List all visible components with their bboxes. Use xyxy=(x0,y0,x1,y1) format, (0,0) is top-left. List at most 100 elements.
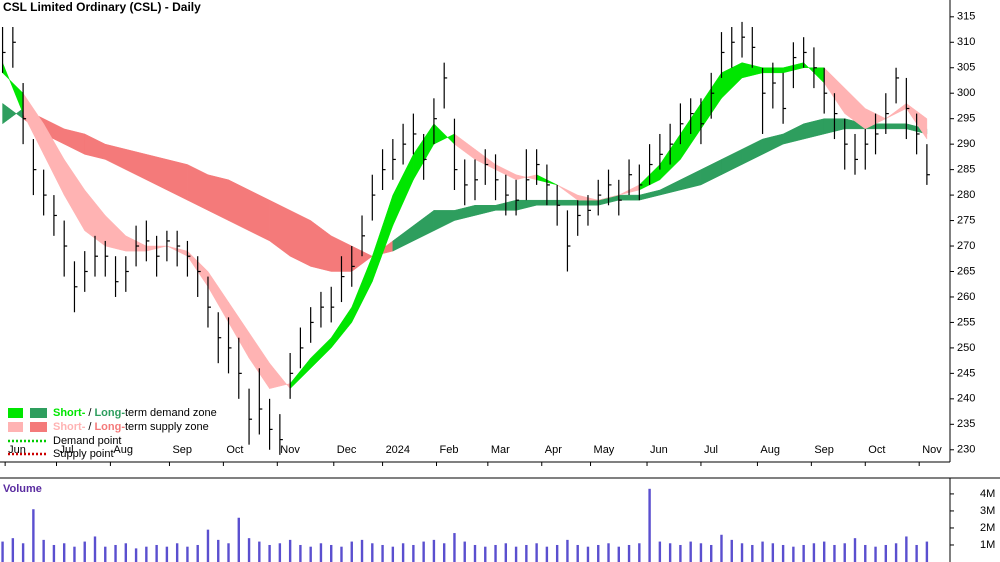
demand-zone xyxy=(310,337,332,369)
x-tick-label: Oct xyxy=(226,444,243,456)
x-tick-label: Mar xyxy=(491,444,510,456)
volume-bar xyxy=(268,544,271,562)
volume-bar xyxy=(21,543,25,562)
demand-zone xyxy=(454,204,476,221)
x-tick-label: Oct xyxy=(868,444,885,456)
volume-bar xyxy=(514,546,518,562)
legend-swatch xyxy=(30,408,47,418)
volume-bar xyxy=(227,543,230,562)
supply-zone xyxy=(248,189,270,242)
volume-bar xyxy=(83,541,86,562)
supply-zone xyxy=(207,174,229,221)
volume-bar xyxy=(165,546,169,562)
supply-zone xyxy=(84,133,106,160)
legend-long: Long- xyxy=(94,407,125,419)
volume-bar xyxy=(258,541,261,562)
volume-bar xyxy=(247,538,251,562)
x-tick-label: Nov xyxy=(280,444,300,456)
volume-bar xyxy=(638,543,641,562)
volume-bar xyxy=(658,541,662,562)
demand-zone xyxy=(515,199,537,211)
demand-zone xyxy=(618,194,640,201)
volume-bar xyxy=(812,543,816,562)
volume-bar xyxy=(62,543,66,562)
volume-bar xyxy=(145,546,148,562)
volume-bar xyxy=(740,543,744,562)
y-tick-label: 295 xyxy=(957,113,975,125)
volume-bar xyxy=(412,544,415,562)
y-tick-label: 2M xyxy=(980,522,995,534)
x-tick-label: Aug xyxy=(760,444,780,456)
volume-bar xyxy=(73,546,76,562)
y-tick-label: 235 xyxy=(957,418,975,430)
volume-bar xyxy=(494,544,497,562)
volume-bar xyxy=(1,541,4,562)
demand-zone xyxy=(330,306,353,349)
legend-text: term demand zone xyxy=(125,407,217,419)
volume-bar xyxy=(278,543,282,562)
y-tick-label: 290 xyxy=(957,138,975,150)
demand-zone xyxy=(639,189,661,201)
demand-zone xyxy=(700,159,722,186)
volume-bar xyxy=(93,536,97,562)
legend-label: Demand point xyxy=(53,435,122,447)
y-tick-label: 255 xyxy=(957,316,975,328)
demand-zone xyxy=(741,138,763,165)
volume-bar xyxy=(525,544,528,562)
x-tick-label: Nov xyxy=(922,444,942,456)
volume-bar xyxy=(442,543,446,562)
y-tick-label: 3M xyxy=(980,505,995,517)
volume-bar xyxy=(299,544,302,562)
volume-bar xyxy=(627,544,631,562)
volume-bar xyxy=(730,539,733,562)
legend-label: Short- / Long-term supply zone xyxy=(53,421,209,433)
chart-title: CSL Limited Ordinary (CSL) - Daily xyxy=(3,0,201,14)
legend-sep: / xyxy=(88,407,92,419)
volume-bar xyxy=(217,539,220,562)
y-tick-label: 285 xyxy=(957,164,975,176)
volume-bar xyxy=(186,546,189,562)
supply-zone xyxy=(63,128,85,155)
volume-bar xyxy=(566,539,569,562)
volume-bar xyxy=(52,544,56,562)
demand-zone xyxy=(680,169,702,191)
supply-zone xyxy=(289,209,311,267)
y-tick-label: 315 xyxy=(957,11,975,23)
y-tick-label: 260 xyxy=(957,291,975,303)
supply-zone xyxy=(228,179,250,232)
y-tick-label: 240 xyxy=(957,393,975,405)
volume-bar xyxy=(360,539,364,562)
legend-text: term supply zone xyxy=(125,421,209,433)
volume-bar xyxy=(668,543,672,562)
volume-bar xyxy=(535,543,538,562)
legend-label: Supply point xyxy=(53,448,114,460)
legend-long: Long- xyxy=(94,421,125,433)
volume-bar xyxy=(340,546,343,562)
volume-bar xyxy=(104,546,107,562)
volume-bar xyxy=(822,541,826,562)
legend-swatch xyxy=(8,408,23,418)
volume-bar xyxy=(679,544,682,562)
x-tick-label: Feb xyxy=(439,444,458,456)
volume-bar xyxy=(853,538,857,562)
volume-bar xyxy=(114,544,117,562)
volume-bar xyxy=(761,541,764,562)
demand-zone xyxy=(392,225,414,252)
y-tick-label: 305 xyxy=(957,62,975,74)
volume-bar xyxy=(422,541,425,562)
volume-bar xyxy=(42,539,45,562)
demand-zone xyxy=(762,133,784,155)
volume-bar xyxy=(11,538,15,562)
x-tick-label: Aug xyxy=(113,444,133,456)
y-tick-label: 270 xyxy=(957,240,975,252)
volume-bar xyxy=(545,546,549,562)
demand-zone xyxy=(433,210,455,232)
demand-zone xyxy=(474,205,496,216)
volume-bar xyxy=(463,541,466,562)
supply-zone xyxy=(557,184,578,201)
volume-bar xyxy=(699,543,703,562)
volume-bar xyxy=(925,541,929,562)
y-tick-label: 265 xyxy=(957,265,975,277)
demand-zone xyxy=(782,123,804,145)
